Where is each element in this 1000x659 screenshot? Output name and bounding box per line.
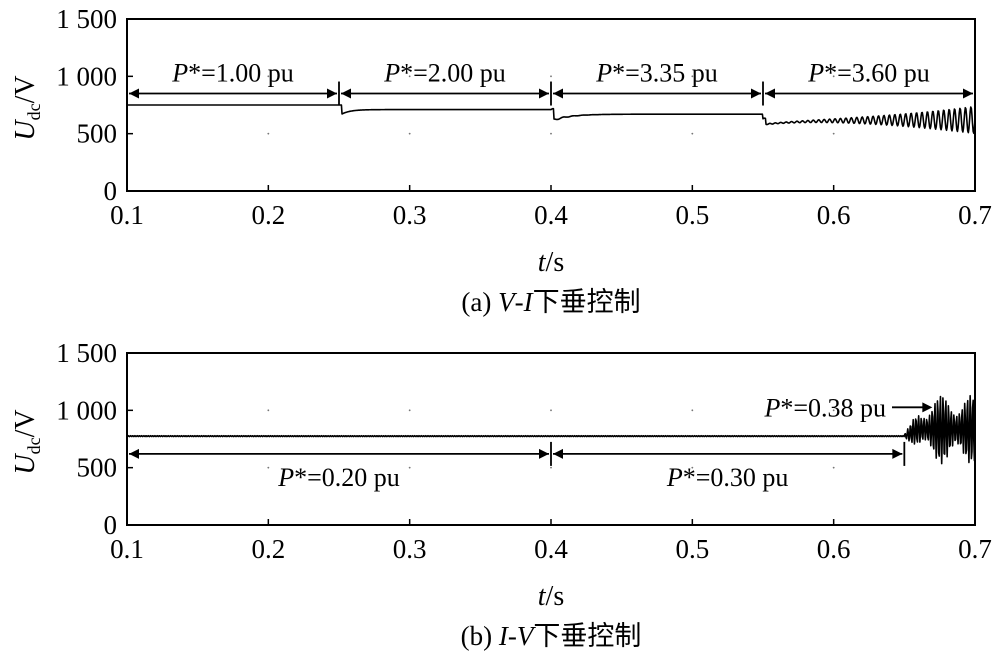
x-axis-label-a: t/s xyxy=(538,247,564,278)
grid-dots-a xyxy=(267,75,835,135)
grid-dot xyxy=(832,409,835,412)
x-tick-label: 0.6 xyxy=(817,534,851,564)
x-tick-label: 0.6 xyxy=(817,200,851,230)
y-tick-labels-a: 0 500 1 000 1 500 xyxy=(56,4,133,206)
x-tick-label: 0.4 xyxy=(534,534,568,564)
arrow-head-right xyxy=(539,448,549,459)
grid-dot xyxy=(691,132,694,135)
grid-dot xyxy=(691,75,694,78)
grid-dot xyxy=(267,466,270,469)
grid-dot xyxy=(408,466,411,469)
x-tick-label: 0.5 xyxy=(675,534,709,564)
arrow-head-right xyxy=(751,88,761,99)
grid-dot xyxy=(550,75,552,78)
y-tick-label: 1 500 xyxy=(56,338,117,368)
grid-dot xyxy=(267,75,270,78)
y-tick-label: 500 xyxy=(77,453,118,483)
x-tick-label: 0.2 xyxy=(251,200,285,230)
grid-dots-b xyxy=(267,409,835,469)
arrow-head-left xyxy=(553,448,563,459)
y-tick-label: 1 500 xyxy=(56,4,117,34)
grid-dot xyxy=(550,409,552,412)
grid-dot xyxy=(408,132,411,135)
segment-annotations-b: P*=0.20 pu P*=0.30 pu P*=0.38 pu xyxy=(129,393,933,492)
grid-dot xyxy=(832,132,835,135)
voltage-trace-a xyxy=(126,104,976,135)
arrow-head-right xyxy=(327,88,337,99)
grid-dot xyxy=(832,466,835,469)
segment-label: P*=3.60 pu xyxy=(807,59,930,88)
segment-label: P*=1.00 pu xyxy=(171,59,294,88)
segment-annotations-a: P*=1.00 pu P*=2.00 pu P*=3.35 pu P*=3.60 pu xyxy=(129,59,973,106)
x-tick-label: 0.2 xyxy=(251,534,285,564)
x-tick-label: 0.7 xyxy=(958,534,992,564)
arrow-head-left xyxy=(129,448,139,459)
x-tick-label: 0.4 xyxy=(534,200,568,230)
grid-dot xyxy=(550,132,552,135)
arrow-head-right xyxy=(963,88,973,99)
arrow-head-right xyxy=(892,448,903,459)
x-tick-label: 0.5 xyxy=(675,200,709,230)
x-tick-label: 0.3 xyxy=(393,534,427,564)
plot-frame-b xyxy=(126,352,976,526)
x-tick-label: 0.1 xyxy=(110,200,144,230)
voltage-trace-b xyxy=(126,394,976,465)
grid-dot xyxy=(691,466,694,469)
segment-label: P*=0.38 pu xyxy=(763,393,886,422)
segment-label: P*=0.30 pu xyxy=(666,463,789,492)
y-axis-label-b: Udc/V xyxy=(10,409,44,474)
caption-b: (b) I-V下垂控制 xyxy=(461,621,642,651)
segment-label: P*=2.00 pu xyxy=(383,59,506,88)
grid-dot xyxy=(267,409,270,412)
grid-dot xyxy=(832,75,835,78)
y-tick-labels-b: 0 500 1 000 1 500 xyxy=(56,338,133,540)
x-tick-label: 0.3 xyxy=(393,200,427,230)
y-tick-label: 0 xyxy=(104,176,118,206)
arrow-head-right xyxy=(539,88,549,99)
y-tick-label: 500 xyxy=(77,119,118,149)
x-axis-label-b: t/s xyxy=(538,581,564,612)
x-tick-labels-a: 0.1 0.2 0.3 0.4 0.5 0.6 0.7 xyxy=(110,185,992,230)
y-tick-label: 1 000 xyxy=(56,395,117,425)
grid-dot xyxy=(267,132,270,135)
grid-dot xyxy=(550,466,552,469)
x-tick-label: 0.1 xyxy=(110,534,144,564)
grid-dot xyxy=(408,409,411,412)
y-tick-label: 1 000 xyxy=(56,61,117,91)
panel-b: 0 500 1 000 1 500 0.1 0.2 0.3 0.4 0.5 0.6 0.7 P*=… xyxy=(10,338,992,651)
x-tick-label: 0.7 xyxy=(958,200,992,230)
arrow-head-left xyxy=(553,88,563,99)
caption-a: (a) V-I下垂控制 xyxy=(461,287,640,317)
arrow-head-left xyxy=(765,88,775,99)
arrow-head-left xyxy=(341,88,351,99)
y-axis-label-a: Udc/V xyxy=(10,75,44,140)
grid-dot xyxy=(691,409,694,412)
segment-label: P*=0.20 pu xyxy=(277,463,400,492)
segment-label: P*=3.35 pu xyxy=(595,59,718,88)
pointer-arrow-head xyxy=(922,402,933,413)
arrow-head-left xyxy=(129,88,139,99)
panel-a: 0 500 1 000 1 500 0.1 0.2 0.3 0.4 0.5 0.6 0.7 P*=… xyxy=(10,4,992,317)
grid-dot xyxy=(408,75,411,78)
y-tick-label: 0 xyxy=(104,510,118,540)
x-tick-labels-b: 0.1 0.2 0.3 0.4 0.5 0.6 0.7 xyxy=(110,519,992,564)
